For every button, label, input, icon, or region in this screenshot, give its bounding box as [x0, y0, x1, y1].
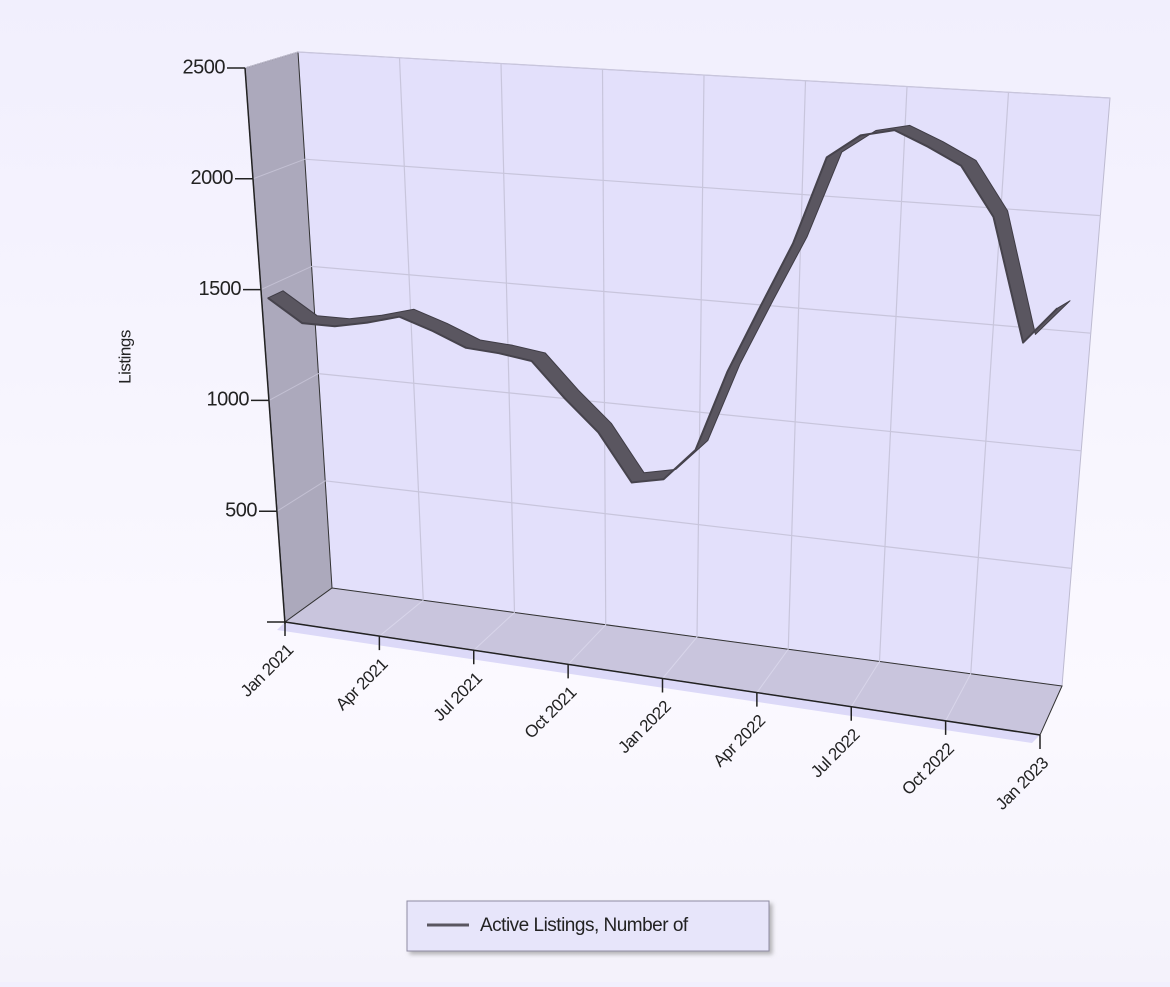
y-tick-label: 2000 — [191, 167, 234, 189]
wall-grid-line — [268, 373, 319, 401]
grid-line — [398, 57, 424, 601]
x-tick-label: Jul 2021 — [430, 669, 486, 725]
wall-grid-line — [276, 480, 326, 512]
grid-line — [500, 63, 516, 613]
y-tick-label: 1500 — [199, 278, 242, 300]
x-tick-label: Jan 2022 — [614, 697, 674, 757]
floor-grid-line — [567, 624, 607, 665]
floor-grid-line — [662, 636, 698, 679]
x-tick-label: Oct 2021 — [521, 683, 580, 742]
x-tick-label: Apr 2022 — [709, 711, 768, 770]
x-axis — [284, 621, 1041, 736]
y-tick-label: 500 — [225, 499, 257, 521]
x-tick-label: Jan 2023 — [992, 754, 1052, 814]
grid-line — [970, 92, 1010, 674]
x-tick-label: Jan 2021 — [237, 641, 297, 701]
floor-grid-line — [473, 612, 515, 651]
wall-grid-line — [244, 51, 299, 69]
y-axis — [244, 67, 286, 625]
x-tick-label: Apr 2021 — [332, 655, 391, 714]
grid-line — [696, 74, 705, 638]
grid-line — [787, 80, 807, 650]
back-wall — [297, 51, 1111, 687]
x-tick-label: Oct 2022 — [898, 739, 957, 798]
floor-grid-line — [945, 673, 972, 722]
grid-line — [601, 69, 607, 625]
wall-grid-line — [260, 265, 312, 291]
x-tick-label: Jul 2022 — [807, 725, 863, 781]
y-tick-label: 1000 — [207, 389, 250, 411]
floor-shadow — [277, 622, 1040, 743]
y-tick-label: 2500 — [183, 56, 226, 78]
grid-line — [878, 86, 908, 662]
floor-grid-line — [850, 661, 880, 708]
legend-label: Active Listings, Number of — [480, 915, 689, 936]
y-axis-label: Listings — [115, 330, 134, 384]
floor-grid-line — [756, 648, 789, 693]
wall-grid-line — [252, 158, 305, 180]
series-line — [267, 129, 1059, 484]
floor-grid-line — [379, 599, 424, 637]
